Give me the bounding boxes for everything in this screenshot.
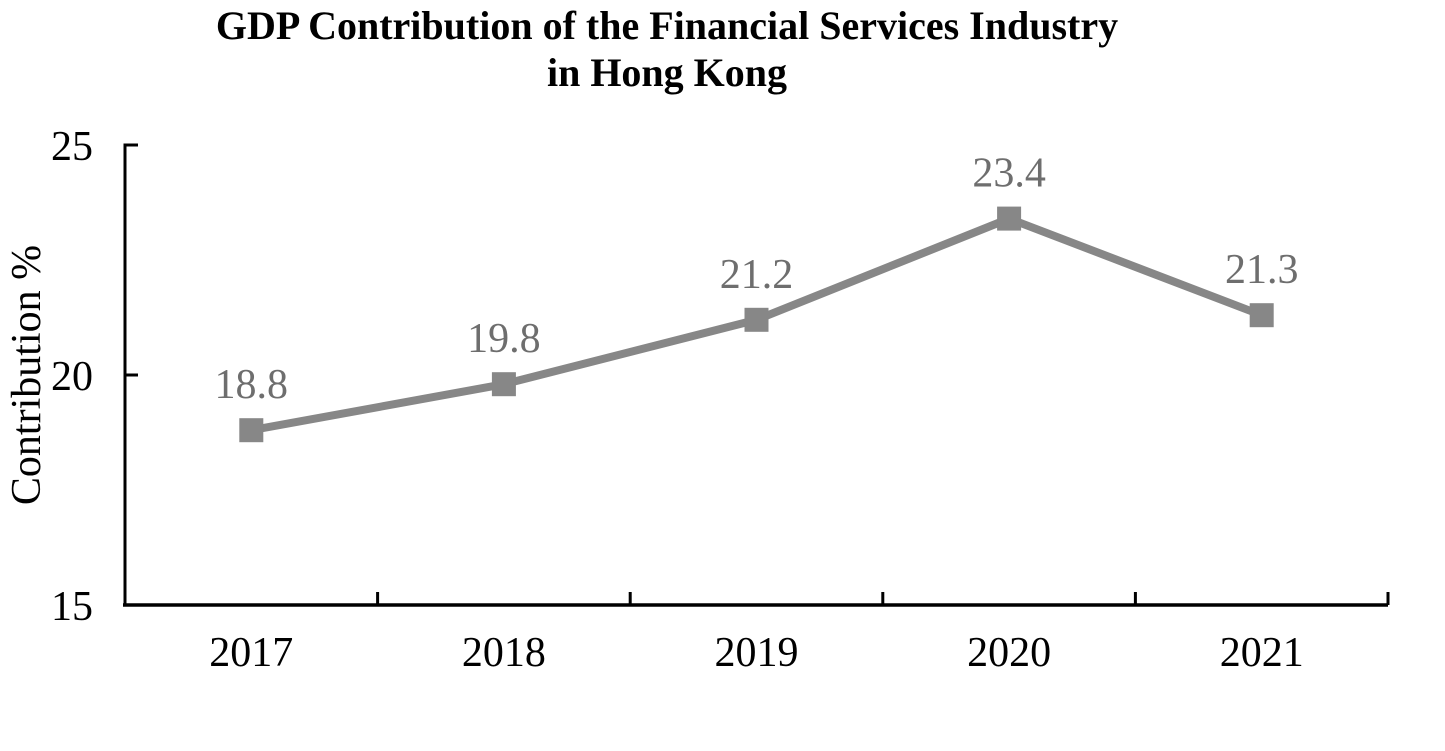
chart-title: GDP Contribution of the Financial Servic…: [0, 2, 1334, 96]
chart-title-line1: GDP Contribution of the Financial Servic…: [215, 3, 1119, 48]
data-label: 21.3: [1225, 247, 1299, 293]
chart-title-line2: in Hong Kong: [546, 50, 788, 95]
data-point-marker: [239, 418, 264, 443]
x-tick-label: 2018: [462, 630, 546, 676]
axes-group: [123, 143, 1390, 607]
data-point-marker: [491, 372, 516, 397]
y-tick-label: 15: [51, 584, 93, 630]
data-point-marker: [997, 206, 1022, 231]
x-tick-label: 2020: [967, 630, 1051, 676]
y-axis-title: Contribution %: [4, 245, 50, 505]
x-tick-label: 2019: [715, 630, 799, 676]
labels-group: 15 20 25 2017 2018 2019 2020 2021 18.8 19.8 21.2 23…: [51, 124, 1304, 676]
data-point-marker: [744, 307, 769, 332]
data-label: 23.4: [972, 151, 1046, 197]
y-tick-label: 20: [51, 354, 93, 400]
series-group: [239, 206, 1274, 443]
data-label: 18.8: [215, 362, 289, 408]
data-label: 19.8: [467, 316, 541, 362]
x-tick-label: 2017: [209, 630, 293, 676]
data-label: 21.2: [720, 252, 794, 298]
y-tick-label: 25: [51, 124, 93, 170]
x-tick-label: 2021: [1220, 630, 1304, 676]
data-point-marker: [1249, 303, 1274, 328]
